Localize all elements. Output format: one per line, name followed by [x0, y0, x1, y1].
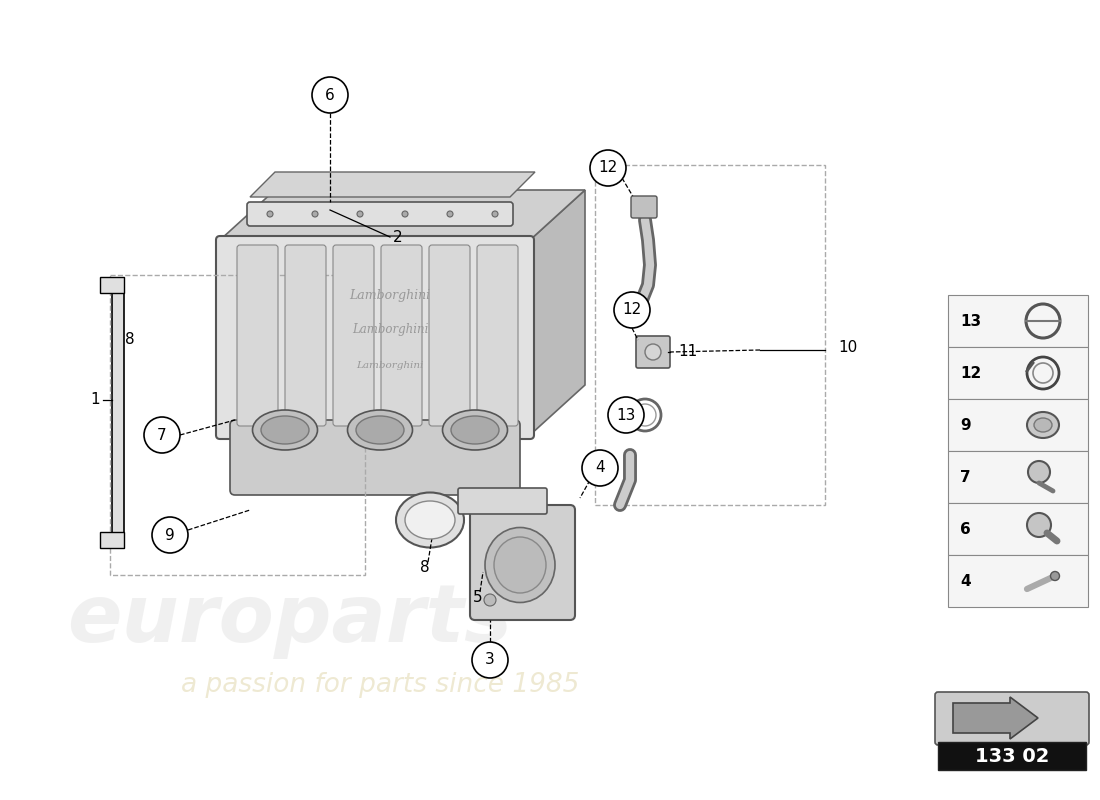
Text: 5: 5	[473, 590, 483, 606]
FancyBboxPatch shape	[236, 245, 278, 426]
FancyBboxPatch shape	[636, 336, 670, 368]
Bar	[948, 347, 1088, 399]
Bar	[110, 275, 365, 575]
Ellipse shape	[485, 527, 556, 602]
FancyBboxPatch shape	[429, 245, 470, 426]
Text: a passion for parts since 1985: a passion for parts since 1985	[180, 672, 580, 698]
Text: 7: 7	[157, 427, 167, 442]
Circle shape	[144, 417, 180, 453]
Text: 12: 12	[598, 161, 617, 175]
Bar	[948, 555, 1088, 607]
Ellipse shape	[494, 537, 546, 593]
FancyBboxPatch shape	[333, 245, 374, 426]
Text: 8: 8	[420, 561, 430, 575]
FancyBboxPatch shape	[458, 488, 547, 514]
Text: 12: 12	[623, 302, 641, 318]
Circle shape	[402, 211, 408, 217]
Polygon shape	[953, 697, 1038, 739]
Circle shape	[152, 517, 188, 553]
Text: 8: 8	[125, 333, 135, 347]
Text: 2: 2	[393, 230, 403, 245]
Text: 7: 7	[960, 470, 970, 485]
FancyBboxPatch shape	[470, 505, 575, 620]
Text: 1: 1	[90, 393, 100, 407]
Text: 133 02: 133 02	[975, 746, 1049, 766]
FancyBboxPatch shape	[248, 202, 513, 226]
Ellipse shape	[396, 493, 464, 547]
Circle shape	[1050, 571, 1059, 581]
Text: 13: 13	[960, 314, 981, 329]
FancyBboxPatch shape	[935, 692, 1089, 745]
Bar	[948, 295, 1088, 347]
Bar	[938, 742, 1086, 770]
Text: 10: 10	[838, 341, 857, 355]
Circle shape	[472, 642, 508, 678]
Bar	[948, 451, 1088, 503]
Ellipse shape	[348, 410, 412, 450]
Text: 6: 6	[960, 522, 970, 537]
Text: Lamborghini: Lamborghini	[350, 289, 430, 302]
Text: Lamborghini: Lamborghini	[356, 361, 424, 370]
Text: Lamborghini: Lamborghini	[352, 323, 428, 337]
Circle shape	[608, 397, 644, 433]
Text: 13: 13	[616, 407, 636, 422]
Circle shape	[614, 292, 650, 328]
Polygon shape	[220, 190, 585, 240]
Ellipse shape	[261, 416, 309, 444]
Bar	[112, 278, 124, 548]
Circle shape	[447, 211, 453, 217]
Circle shape	[590, 150, 626, 186]
Text: 4: 4	[960, 574, 970, 589]
Circle shape	[267, 211, 273, 217]
Bar	[595, 165, 825, 505]
Polygon shape	[250, 172, 535, 197]
Text: 9: 9	[960, 418, 970, 433]
FancyBboxPatch shape	[216, 236, 534, 439]
FancyBboxPatch shape	[230, 420, 520, 495]
Circle shape	[312, 211, 318, 217]
FancyBboxPatch shape	[285, 245, 326, 426]
Text: 4: 4	[595, 461, 605, 475]
Circle shape	[492, 211, 498, 217]
Circle shape	[1028, 461, 1050, 483]
Text: 6: 6	[326, 87, 334, 102]
Ellipse shape	[405, 501, 455, 539]
FancyBboxPatch shape	[477, 245, 518, 426]
FancyBboxPatch shape	[381, 245, 422, 426]
Circle shape	[1027, 513, 1050, 537]
Text: 3: 3	[485, 653, 495, 667]
Circle shape	[358, 211, 363, 217]
Ellipse shape	[253, 410, 318, 450]
Bar	[948, 399, 1088, 451]
Bar	[948, 503, 1088, 555]
Text: 12: 12	[960, 366, 981, 381]
FancyBboxPatch shape	[631, 196, 657, 218]
Ellipse shape	[645, 344, 661, 360]
Bar	[100, 277, 124, 293]
Polygon shape	[530, 190, 585, 435]
Text: europarts: europarts	[67, 581, 513, 659]
Circle shape	[312, 77, 348, 113]
Circle shape	[582, 450, 618, 486]
Ellipse shape	[442, 410, 507, 450]
Text: 11: 11	[678, 345, 697, 359]
Ellipse shape	[1034, 418, 1052, 432]
Text: 9: 9	[165, 527, 175, 542]
Ellipse shape	[356, 416, 404, 444]
Ellipse shape	[451, 416, 499, 444]
Circle shape	[484, 594, 496, 606]
Ellipse shape	[1027, 412, 1059, 438]
Bar	[100, 532, 124, 548]
